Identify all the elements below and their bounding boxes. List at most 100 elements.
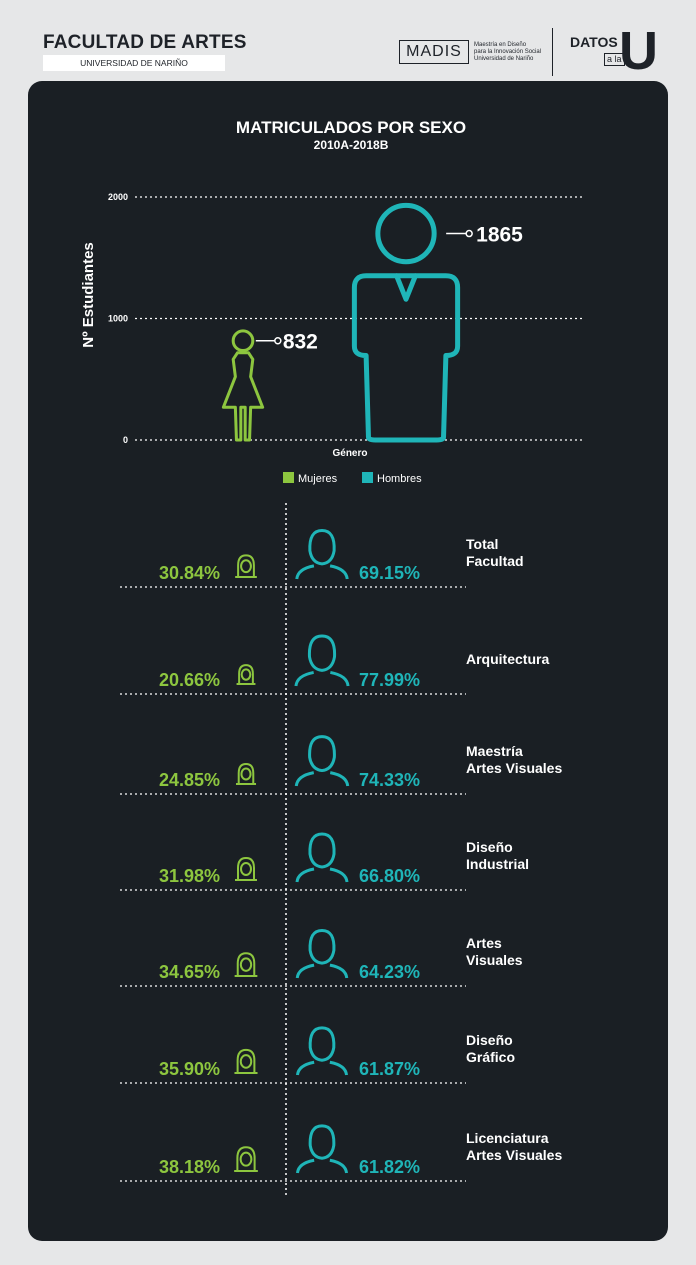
men-icon-head: [308, 735, 336, 773]
women-icon-face: [239, 957, 253, 972]
madis-desc-line: para la Innovación Social: [474, 49, 542, 55]
madis-logo: MADIS: [399, 40, 469, 64]
women-figure-head: [231, 329, 255, 353]
program-row: 20.66% 77.99% Arquitectura: [120, 634, 549, 695]
men-icon-head: [308, 832, 336, 869]
women-icon: [235, 762, 257, 785]
madis-desc-line: Universidad de Nariño: [474, 56, 534, 62]
women-figure-body: [221, 351, 265, 442]
men-figure-body: [351, 273, 461, 443]
program-label: Visuales: [466, 952, 523, 968]
chart-title: MATRICULADOS POR SEXO: [236, 118, 466, 137]
chart-subtitle: 2010A-2018B: [314, 138, 389, 152]
program-label: Artes Visuales: [466, 1147, 562, 1163]
men-icon-shoulders: [294, 670, 350, 687]
men-icon: [295, 529, 349, 580]
women-icon-face: [240, 767, 252, 781]
women-percent: 24.85%: [159, 770, 220, 790]
women-icon-face: [240, 668, 252, 681]
grid: 0 1000 2000: [108, 192, 582, 445]
infographic-panel: [28, 81, 668, 1241]
program-label: Artes Visuales: [466, 760, 562, 776]
datos-logo-ala: a la: [604, 53, 625, 66]
men-percent: 74.33%: [359, 770, 420, 790]
men-icon: [295, 928, 349, 979]
women-percent: 31.98%: [159, 866, 220, 886]
men-icon: [294, 735, 350, 787]
datos-logo-u: U: [619, 21, 658, 81]
header-divider: [552, 28, 553, 76]
women-bar-figure: [221, 329, 265, 442]
men-value-label: 1865: [476, 224, 523, 247]
men-percent: 69.15%: [359, 563, 420, 583]
women-icon: [234, 1048, 258, 1074]
y-axis-label: Nº Estudiantes: [80, 242, 97, 348]
women-icon: [235, 554, 257, 578]
men-percent: 64.23%: [359, 962, 420, 982]
women-percent: 34.65%: [159, 962, 220, 982]
faculty-title: FACULTAD DE ARTES: [43, 32, 247, 53]
men-icon-shoulders: [295, 564, 349, 580]
madis-desc-line: Maestría en Diseño: [474, 42, 527, 48]
men-icon-head: [308, 1124, 336, 1160]
y-tick-label: 0: [123, 435, 128, 445]
men-icon-shoulders: [295, 1060, 349, 1076]
legend-swatch-men: [362, 472, 373, 483]
women-icon-hair: [237, 762, 255, 784]
women-icon: [235, 857, 257, 881]
women-icon-face: [239, 1151, 253, 1167]
university-subtitle: UNIVERSIDAD DE NARIÑO: [43, 55, 225, 71]
men-icon: [295, 1124, 349, 1174]
program-label: Facultad: [466, 553, 524, 569]
men-icon: [295, 832, 349, 883]
y-tick-label: 2000: [108, 192, 128, 202]
men-icon-head: [308, 1026, 336, 1062]
legend-label-men: Hombres: [377, 473, 422, 485]
program-label: Diseño: [466, 839, 513, 855]
x-axis-label: Género: [332, 448, 367, 459]
women-percent: 20.66%: [159, 670, 220, 690]
program-label: Licenciatura: [466, 1130, 549, 1146]
women-icon: [234, 1146, 258, 1172]
men-leader-dot: [465, 229, 473, 238]
program-label: Artes: [466, 935, 502, 951]
men-percent: 77.99%: [359, 670, 420, 690]
men-percent: 66.80%: [359, 866, 420, 886]
datos-logo-text: DATOS: [570, 34, 618, 50]
men-percent: 61.82%: [359, 1157, 420, 1177]
men-figure-head: [375, 202, 437, 265]
legend-label-women: Mujeres: [298, 473, 338, 485]
women-icon-hair: [238, 664, 254, 684]
legend-swatch-women: [283, 472, 294, 483]
men-icon-head: [308, 529, 336, 566]
women-icon-hair: [236, 1146, 256, 1171]
program-label: Total: [466, 536, 498, 552]
men-icon: [295, 1026, 349, 1076]
women-percent: 35.90%: [159, 1059, 220, 1079]
men-icon-shoulders: [295, 1158, 349, 1174]
women-percent: 38.18%: [159, 1157, 220, 1177]
program-label: Diseño: [466, 1032, 513, 1048]
women-icon-hair: [237, 857, 255, 880]
y-tick-label: 1000: [108, 314, 128, 324]
program-label: Industrial: [466, 856, 529, 872]
women-icon: [236, 664, 256, 685]
men-icon: [294, 634, 350, 687]
women-icon-face: [240, 559, 252, 574]
women-percent: 30.84%: [159, 563, 220, 583]
men-icon-shoulders: [294, 771, 350, 787]
women-value-label: 832: [283, 331, 318, 354]
men-percent: 61.87%: [359, 1059, 420, 1079]
men-icon-head: [308, 928, 336, 965]
men-bar-figure: [351, 202, 461, 443]
men-icon-head: [307, 634, 337, 672]
women-icon-face: [240, 862, 252, 877]
